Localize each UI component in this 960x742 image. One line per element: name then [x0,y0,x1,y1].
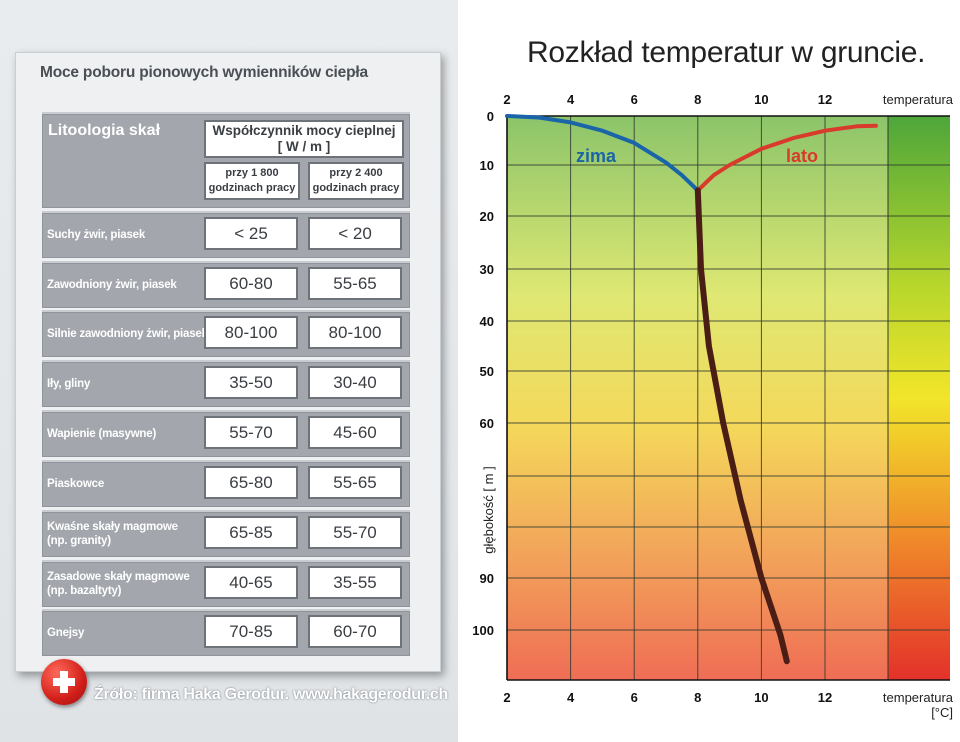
row-label-line1: Zawodniony żwir, piasek [47,279,177,291]
x-tick-label-bottom: 8 [694,690,701,705]
temperature-depth-chart: 2 2 4 4 6 6 8 8 10 10 12 12 0 10 20 30 40 50 60 90 100 temper… [472,92,954,720]
table-row: Suchy żwir, piasek < 25 < 20 [42,211,410,258]
row-label-line2: (np. bazaltyty) [47,585,122,597]
row-label: Zawodniony żwir, piasek [47,278,177,292]
value-1800h: 35-50 [204,366,298,399]
x-tick-label-top: 6 [631,92,638,107]
y-tick-label: 10 [480,158,494,173]
row-label: Wapienie (masywne) [47,427,156,441]
series-label-zima: zima [576,146,617,166]
value-2400h: 55-70 [308,516,402,549]
value-2400h: 35-55 [308,566,402,599]
value-2400h: 45-60 [308,416,402,449]
table-row: Zasadowe skały magmowe (np. bazaltyty) 40-… [42,560,410,607]
y-tick-label: 50 [480,364,494,379]
header-2400h-line1: przy 2 400 [329,167,383,179]
row-label-line1: Gnejsy [47,627,85,639]
x-tick-label-top: 8 [694,92,701,107]
header-coefficient: Współczynnik mocy cieplnej [ W / m ] [204,120,404,158]
x-axis-unit: [°C] [931,705,953,720]
row-label-line1: Silnie zawodniony żwir, piasek [47,328,208,340]
value-1800h: 80-100 [204,316,298,349]
row-label: Kwaśne skały magmowe (np. granity) [47,520,178,548]
value-1800h: 55-70 [204,416,298,449]
table-row: Iły, gliny 35-50 30-40 [42,360,410,407]
table-row: Gnejsy 70-85 60-70 [42,609,410,656]
row-label-line1: Piaskowce [47,478,105,490]
x-tick-label-bottom: 4 [567,690,575,705]
temperature-scale-strip [888,116,950,680]
value-1800h: 65-85 [204,516,298,549]
lato-series-line [695,123,878,193]
row-label: Zasadowe skały magmowe (np. bazaltyty) [47,570,190,598]
y-tick-label: 40 [480,314,494,329]
row-label-line1: Kwaśne skały magmowe [47,521,178,533]
x-tick-label-top: 10 [754,92,768,107]
header-1800h: przy 1 800 godzinach pracy [204,162,300,200]
value-1800h: 65-80 [204,466,298,499]
y-tick-label: 20 [480,209,494,224]
header-1800h-line1: przy 1 800 [225,167,279,179]
row-label-line2: (np. granity) [47,535,111,547]
header-2400h-line2: godzinach pracy [312,182,400,194]
header-1800h-line2: godzinach pracy [208,182,296,194]
borehole-series-line [694,187,790,665]
y-tick-label: 60 [480,416,494,431]
y-axis-label: głębokość [ m ] [481,466,496,553]
y-tick-label: 100 [472,623,494,638]
y-tick-label: 0 [487,109,494,124]
y-tick-label: 30 [480,262,494,277]
table-title: Moce poboru pionowych wymienników ciepła [40,64,368,81]
row-label-line1: Wapienie (masywne) [47,428,157,440]
header-coefficient-line1: Współczynnik mocy cieplnej [212,123,396,138]
row-label: Piaskowce [47,477,104,491]
value-2400h: 80-100 [308,316,402,349]
header-2400h: przy 2 400 godzinach pracy [308,162,404,200]
table-row: Zawodniony żwir, piasek 60-80 55-65 [42,261,410,308]
logo-cross-vertical [60,671,68,693]
swiss-cross-logo-icon [41,659,87,705]
row-label-line1: Suchy żwir, piasek [47,229,146,241]
x-tick-label-bottom: 6 [631,690,638,705]
x-tick-label-top: 12 [818,92,832,107]
table-header: Litoologia skał Współczynnik mocy ciepln… [42,112,410,208]
value-2400h: 30-40 [308,366,402,399]
row-label: Gnejsy [47,626,84,640]
row-label: Iły, gliny [47,377,90,391]
x-tick-label-top: 2 [503,92,510,107]
table-row: Kwaśne skały magmowe (np. granity) 65-85 55… [42,510,410,557]
zima-series-line [505,114,700,193]
x-tick-label-bottom: 10 [754,690,768,705]
source-text: Źróło: firma Haka Gerodur. www.hakagerod… [94,686,448,703]
series-label-lato: lato [786,146,818,166]
header-coefficient-unit: [ W / m ] [277,139,331,154]
row-label: Suchy żwir, piasek [47,228,145,242]
x-axis-label-bottom: temperatura [883,690,954,705]
row-label-line1: Iły, gliny [47,378,91,390]
x-tick-label-top: 4 [567,92,575,107]
value-2400h: 60-70 [308,615,402,648]
header-rock: Litoologia skał [48,122,161,139]
x-axis-label-top: temperatura [883,92,954,107]
value-2400h: 55-65 [308,267,402,300]
row-label: Silnie zawodniony żwir, piasek [47,327,208,341]
row-label-line1: Zasadowe skały magmowe [47,571,190,583]
table-row: Silnie zawodniony żwir, piasek 80-100 80-1… [42,310,410,357]
table-row: Piaskowce 65-80 55-65 [42,460,410,507]
chart-title: Rozkład temperatur w gruncie. [527,36,926,69]
value-1800h: < 25 [204,217,298,250]
x-tick-label-bottom: 2 [503,690,510,705]
value-1800h: 40-65 [204,566,298,599]
table-row: Wapienie (masywne) 55-70 45-60 [42,410,410,457]
y-tick-label: 90 [480,571,494,586]
value-2400h: 55-65 [308,466,402,499]
value-1800h: 60-80 [204,267,298,300]
value-1800h: 70-85 [204,615,298,648]
value-2400h: < 20 [308,217,402,250]
x-tick-label-bottom: 12 [818,690,832,705]
